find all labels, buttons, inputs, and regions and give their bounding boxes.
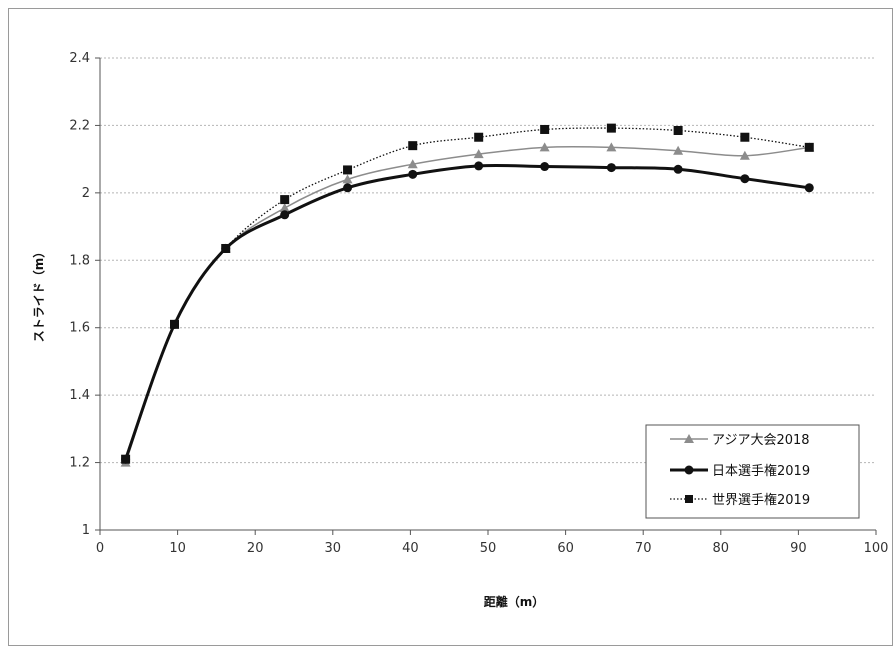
- legend-label-japan: 日本選手権2019: [712, 463, 810, 479]
- y-tick-label: 2.2: [69, 118, 90, 133]
- x-tick-label: 0: [96, 541, 104, 556]
- legend-label-asia: アジア大会2018: [712, 433, 810, 448]
- square-point: [221, 244, 230, 253]
- x-tick-label: 80: [713, 541, 730, 556]
- x-axis-title: 距離（m）: [484, 594, 545, 609]
- y-axis-title: ストライド（m）: [31, 246, 46, 343]
- square-point: [170, 320, 179, 329]
- x-tick-label: 50: [480, 541, 497, 556]
- legend-square-marker: [685, 495, 693, 503]
- x-tick-label: 60: [557, 541, 574, 556]
- circle-point: [540, 162, 549, 171]
- circle-point: [674, 165, 683, 174]
- square-point: [607, 124, 616, 133]
- series-line: [126, 128, 810, 459]
- y-tick-label: 2.4: [69, 51, 90, 66]
- x-tick-label: 30: [325, 541, 342, 556]
- legend: アジア大会2018 日本選手権2019 世界選手権2019: [646, 425, 859, 518]
- x-tick-label: 100: [864, 541, 889, 556]
- circle-point: [740, 174, 749, 183]
- square-point: [740, 133, 749, 142]
- square-point: [280, 195, 289, 204]
- series-line: [126, 147, 810, 463]
- y-tick-label: 1: [82, 523, 90, 538]
- x-tick-label: 90: [790, 541, 807, 556]
- square-point: [121, 455, 130, 464]
- y-tick-label: 2: [82, 186, 90, 201]
- square-point: [343, 165, 352, 174]
- square-point: [674, 126, 683, 135]
- x-tick-label: 10: [169, 541, 186, 556]
- series-line: [126, 165, 810, 459]
- circle-point: [343, 183, 352, 192]
- circle-point: [474, 161, 483, 170]
- x-tick-label: 70: [635, 541, 652, 556]
- square-point: [540, 125, 549, 134]
- y-tick-label: 1.2: [69, 456, 90, 471]
- circle-point: [805, 183, 814, 192]
- square-point: [805, 143, 814, 152]
- x-tick-label: 20: [247, 541, 264, 556]
- x-tick-label: 40: [402, 541, 419, 556]
- circle-point: [280, 210, 289, 219]
- legend-circle-marker: [685, 466, 694, 475]
- y-tick-label: 1.6: [69, 321, 90, 336]
- series-layer: [121, 124, 815, 467]
- y-tick-label: 1.8: [69, 253, 90, 268]
- series-triangle: [121, 142, 815, 466]
- circle-point: [408, 170, 417, 179]
- square-point: [408, 141, 417, 150]
- series-circle: [121, 161, 814, 463]
- y-tick-label: 1.4: [69, 388, 90, 403]
- legend-label-world: 世界選手権2019: [712, 492, 810, 508]
- circle-point: [607, 163, 616, 172]
- square-point: [474, 133, 483, 142]
